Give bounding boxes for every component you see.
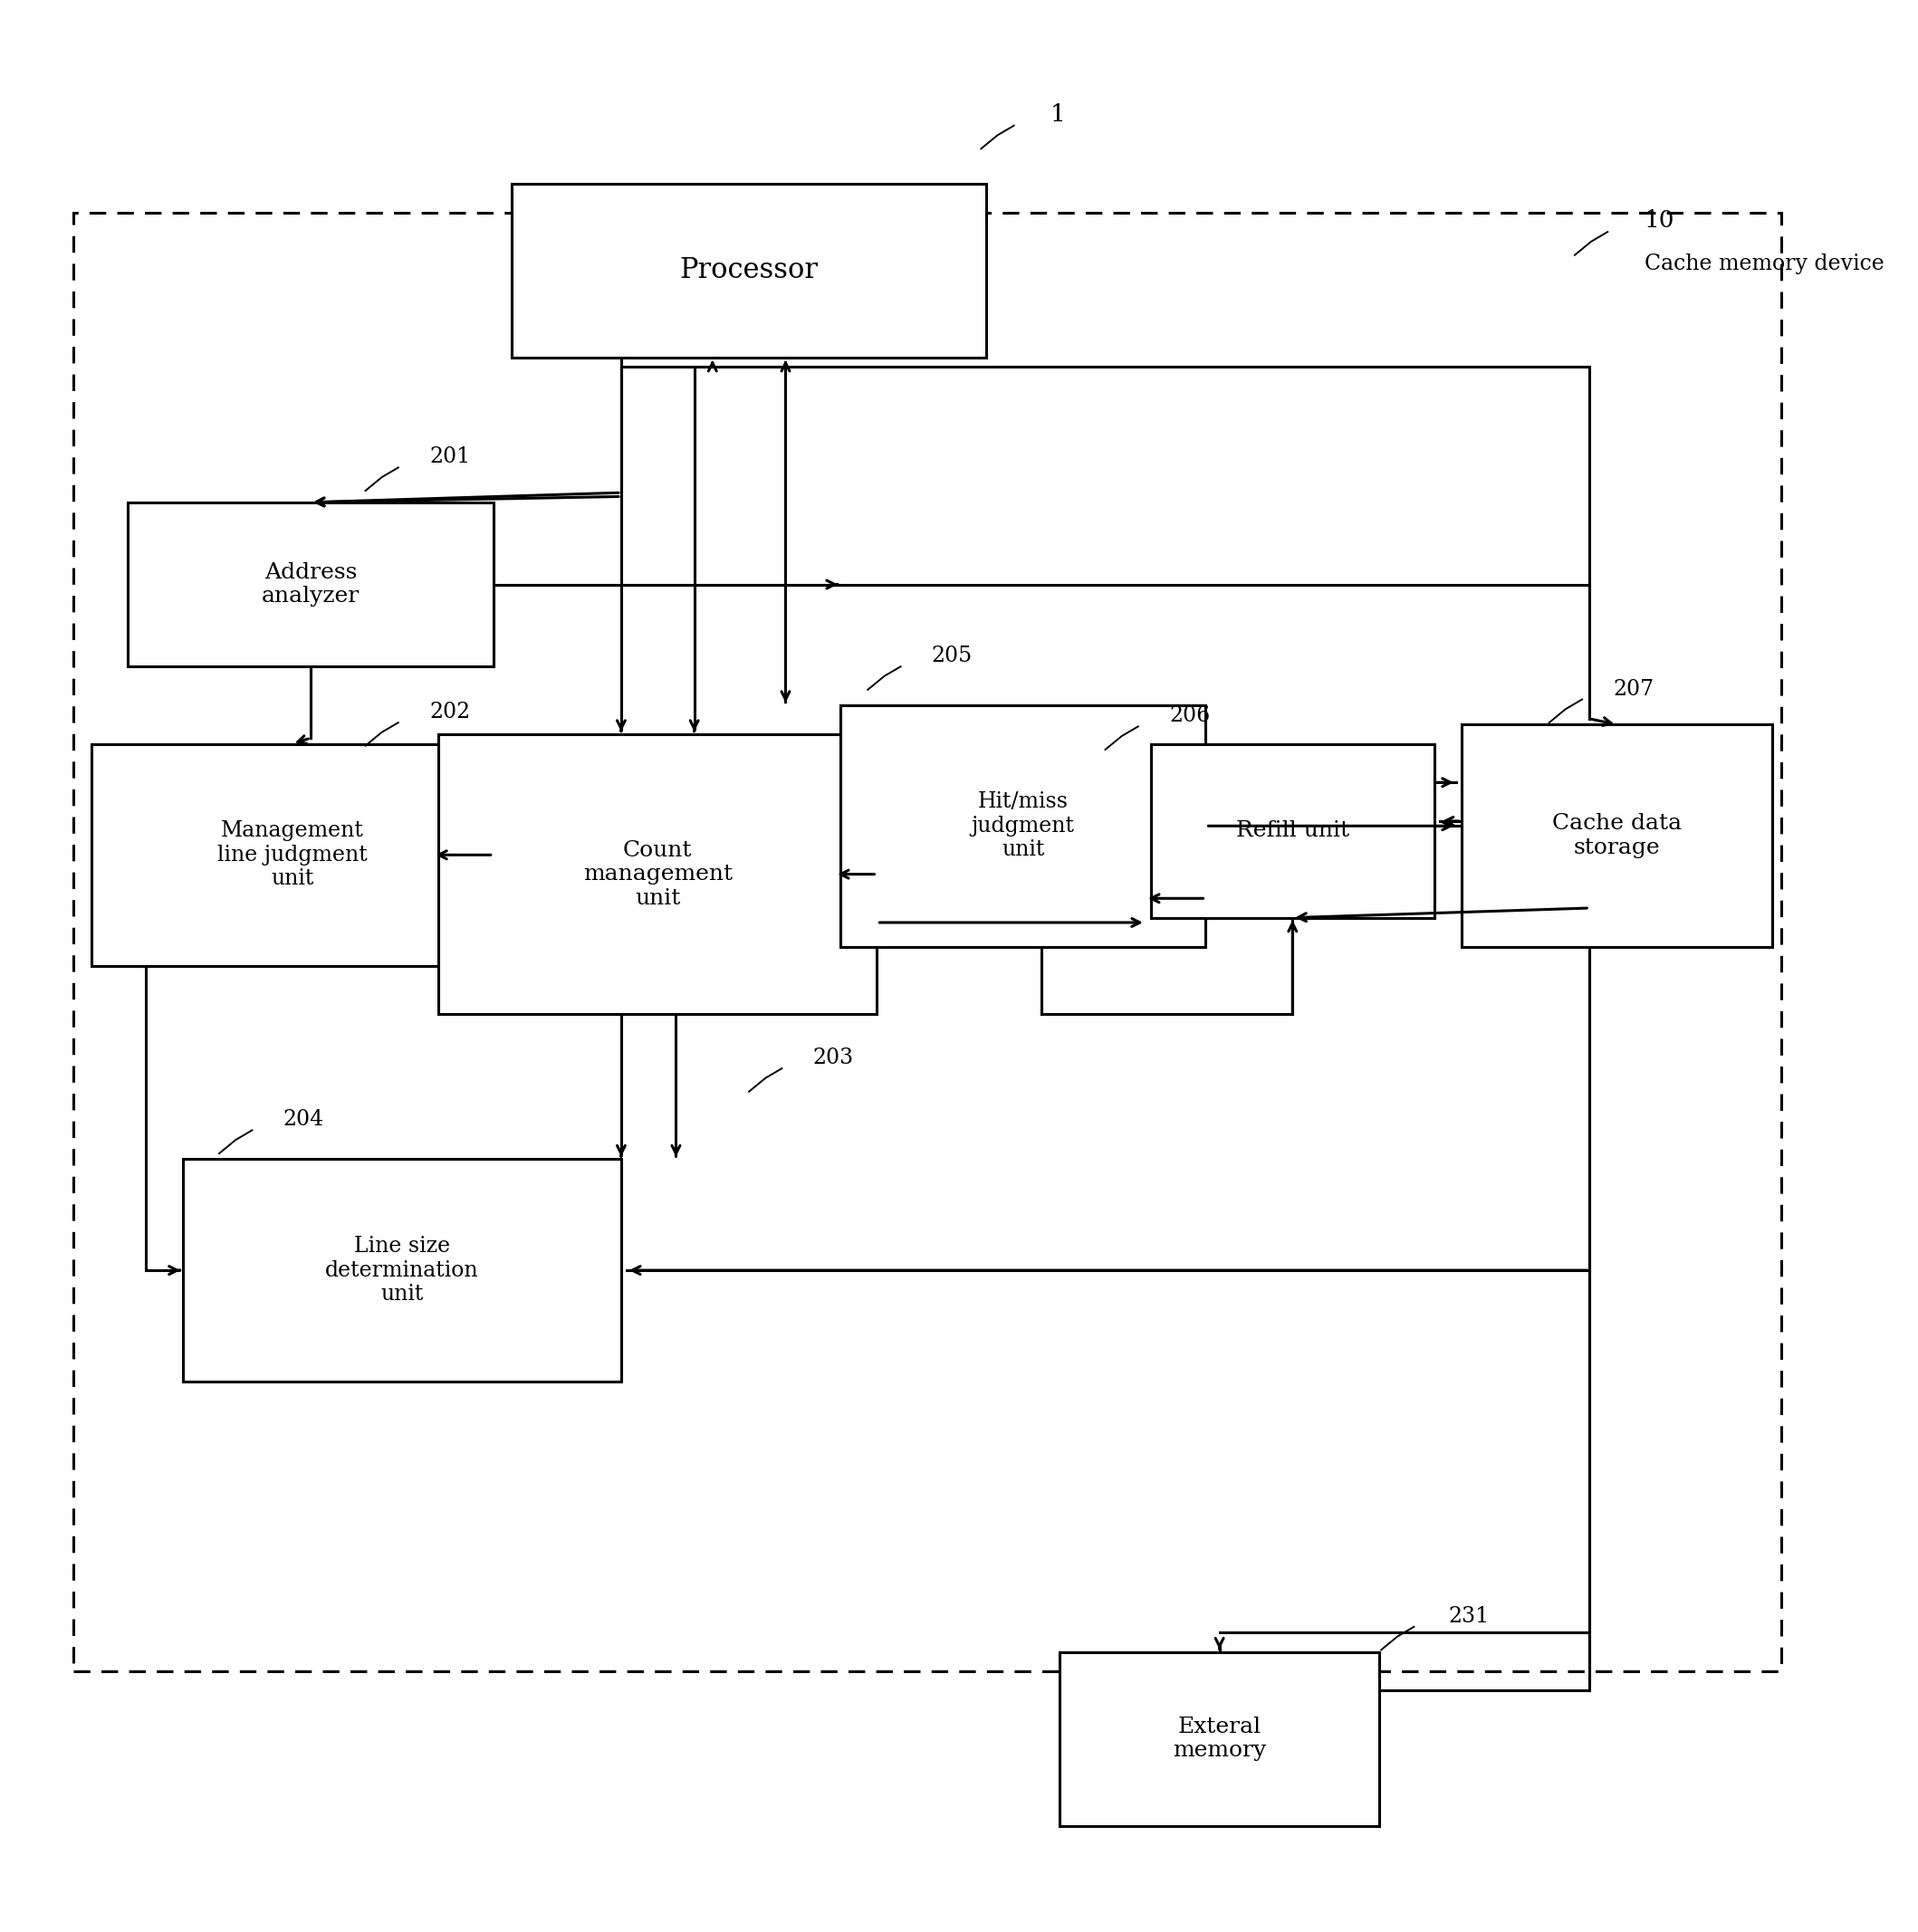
Text: 206: 206: [1170, 705, 1210, 726]
Text: Management
line judgment
unit: Management line judgment unit: [217, 821, 368, 889]
Text: Cache memory device: Cache memory device: [1644, 253, 1883, 274]
Text: 10: 10: [1644, 209, 1674, 232]
Text: 201: 201: [430, 446, 470, 468]
Bar: [182, 1159, 621, 1381]
Bar: [92, 744, 493, 966]
Bar: [840, 705, 1206, 947]
Text: Hit/miss
judgment
unit: Hit/miss judgment unit: [971, 792, 1074, 860]
Bar: [1059, 1652, 1379, 1826]
Text: 231: 231: [1448, 1605, 1490, 1627]
Text: 205: 205: [932, 645, 972, 667]
Bar: [1151, 744, 1435, 918]
Text: Address
analyzer: Address analyzer: [261, 562, 359, 607]
Bar: [129, 502, 493, 667]
Text: Count
management
unit: Count management unit: [583, 840, 733, 908]
Text: Refill unit: Refill unit: [1235, 821, 1348, 840]
Text: Cache data
storage: Cache data storage: [1552, 813, 1682, 858]
Text: Line size
determination
unit: Line size determination unit: [326, 1236, 480, 1304]
Bar: [73, 213, 1782, 1671]
Text: Processor: Processor: [679, 257, 819, 284]
Text: 203: 203: [813, 1047, 854, 1068]
Text: Exteral
memory: Exteral memory: [1172, 1716, 1266, 1762]
Text: 1: 1: [1051, 102, 1066, 126]
Bar: [1462, 724, 1772, 947]
Text: 207: 207: [1613, 678, 1653, 699]
Bar: [512, 184, 986, 357]
Bar: [439, 734, 877, 1014]
Text: 202: 202: [430, 701, 470, 723]
Text: 204: 204: [284, 1109, 324, 1130]
